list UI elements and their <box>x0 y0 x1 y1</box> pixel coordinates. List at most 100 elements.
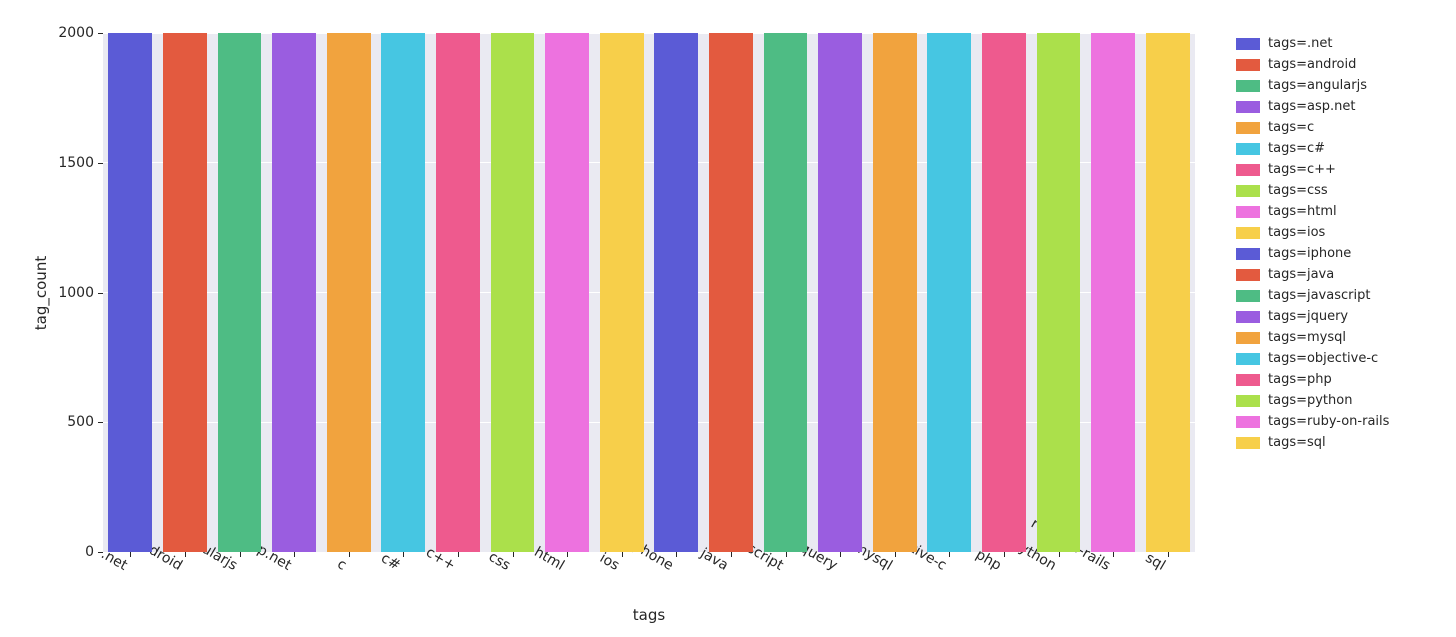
xtick-mark <box>622 552 623 557</box>
legend-item: tags=php <box>1236 369 1389 390</box>
ytick-mark <box>98 163 103 164</box>
gridline <box>103 292 1195 293</box>
legend-item: tags=c# <box>1236 138 1389 159</box>
xtick-label: c# <box>378 550 403 574</box>
legend-item: tags=objective-c <box>1236 348 1389 369</box>
legend-label: tags=angularjs <box>1268 78 1367 93</box>
bar <box>218 33 262 552</box>
ytick-label: 1000 <box>58 285 94 301</box>
legend-label: tags=asp.net <box>1268 99 1355 114</box>
legend-label: tags=mysql <box>1268 330 1346 345</box>
xtick-mark <box>185 552 186 557</box>
bar <box>1146 33 1190 552</box>
legend-swatch <box>1236 311 1260 323</box>
y-axis-label: tag_count <box>32 255 50 329</box>
figure: 0500100015002000 .netandroidangularjsasp… <box>0 0 1456 637</box>
xtick-mark <box>1004 552 1005 557</box>
legend-label: tags=javascript <box>1268 288 1370 303</box>
bar <box>600 33 644 552</box>
ytick-mark <box>98 293 103 294</box>
legend-swatch <box>1236 248 1260 260</box>
gridline <box>103 33 1195 34</box>
xtick-mark <box>403 552 404 557</box>
legend-swatch <box>1236 353 1260 365</box>
legend-swatch <box>1236 122 1260 134</box>
bar <box>327 33 371 552</box>
xtick-mark <box>349 552 350 557</box>
xtick-mark <box>294 552 295 557</box>
legend-swatch <box>1236 143 1260 155</box>
xtick-mark <box>567 552 568 557</box>
legend-item: tags=android <box>1236 54 1389 75</box>
xtick-mark <box>130 552 131 557</box>
legend-item: tags=ios <box>1236 222 1389 243</box>
ytick-mark <box>98 422 103 423</box>
bar <box>654 33 698 552</box>
legend-item: tags=html <box>1236 201 1389 222</box>
legend-swatch <box>1236 437 1260 449</box>
legend-label: tags=android <box>1268 57 1356 72</box>
legend-label: tags=css <box>1268 183 1328 198</box>
bar <box>982 33 1026 552</box>
legend-swatch <box>1236 332 1260 344</box>
bar <box>709 33 753 552</box>
gridline <box>103 422 1195 423</box>
legend-swatch <box>1236 206 1260 218</box>
legend-label: tags=java <box>1268 267 1334 282</box>
xtick-mark <box>1168 552 1169 557</box>
bar <box>927 33 971 552</box>
bar <box>764 33 808 552</box>
bar <box>108 33 152 552</box>
xtick-mark <box>1113 552 1114 557</box>
legend-swatch <box>1236 395 1260 407</box>
legend-label: tags=iphone <box>1268 246 1351 261</box>
legend-item: tags=javascript <box>1236 285 1389 306</box>
xtick-mark <box>840 552 841 557</box>
legend-item: tags=sql <box>1236 432 1389 453</box>
legend-swatch <box>1236 416 1260 428</box>
legend-swatch <box>1236 80 1260 92</box>
legend-swatch <box>1236 101 1260 113</box>
legend-item: tags=c++ <box>1236 159 1389 180</box>
bar <box>272 33 316 552</box>
legend-swatch <box>1236 269 1260 281</box>
bar <box>381 33 425 552</box>
legend-label: tags=ruby-on-rails <box>1268 414 1389 429</box>
legend-label: tags=php <box>1268 372 1332 387</box>
legend-swatch <box>1236 227 1260 239</box>
bar <box>163 33 207 552</box>
xtick-mark <box>458 552 459 557</box>
legend-label: tags=c <box>1268 120 1314 135</box>
legend-item: tags=css <box>1236 180 1389 201</box>
legend-item: tags=jquery <box>1236 306 1389 327</box>
legend-item: tags=ruby-on-rails <box>1236 411 1389 432</box>
legend-swatch <box>1236 59 1260 71</box>
bar <box>545 33 589 552</box>
bar <box>1037 33 1081 552</box>
legend-label: tags=jquery <box>1268 309 1348 324</box>
xtick-label: sql <box>1142 550 1167 574</box>
xtick-mark <box>786 552 787 557</box>
legend-label: tags=python <box>1268 393 1352 408</box>
legend-item: tags=iphone <box>1236 243 1389 264</box>
ytick-mark <box>98 33 103 34</box>
xtick-label: ios <box>597 550 622 574</box>
xtick-mark <box>676 552 677 557</box>
legend-swatch <box>1236 374 1260 386</box>
legend-item: tags=.net <box>1236 33 1389 54</box>
legend-label: tags=c++ <box>1268 162 1336 177</box>
ytick-label: 1500 <box>58 155 94 171</box>
legend-swatch <box>1236 164 1260 176</box>
legend-label: tags=c# <box>1268 141 1325 156</box>
xtick-mark <box>731 552 732 557</box>
bar <box>873 33 917 552</box>
legend-swatch <box>1236 290 1260 302</box>
legend-label: tags=sql <box>1268 435 1326 450</box>
bar <box>491 33 535 552</box>
ytick-label: 0 <box>85 544 94 560</box>
ytick-label: 2000 <box>58 25 94 41</box>
bar <box>818 33 862 552</box>
legend: tags=.net tags=android tags=angularjs tags=… <box>1236 33 1389 453</box>
bar <box>436 33 480 552</box>
legend-swatch <box>1236 185 1260 197</box>
